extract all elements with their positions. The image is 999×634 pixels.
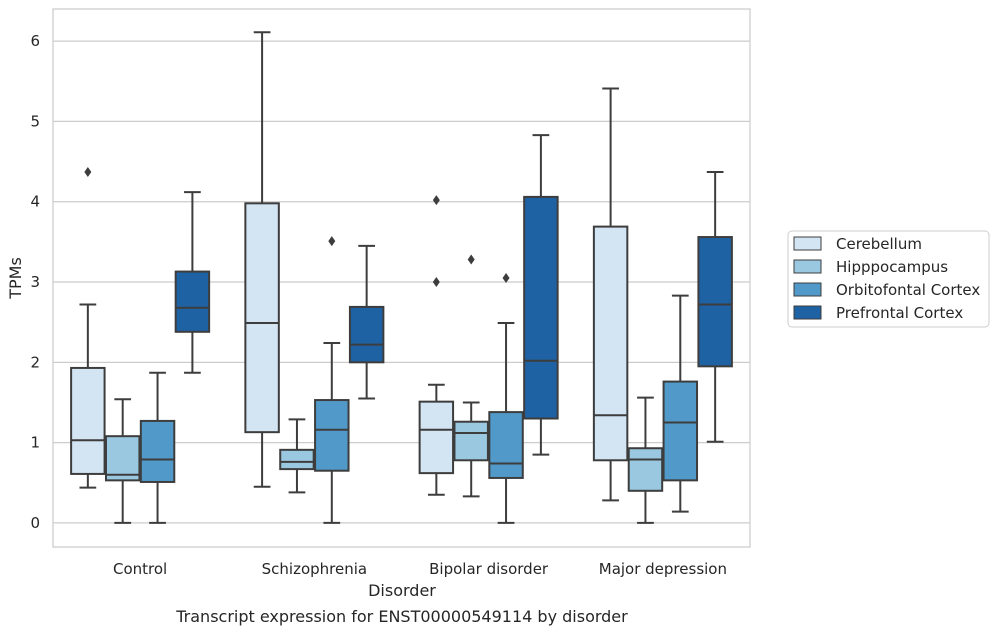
box [627,447,664,492]
box-group [244,31,280,488]
y-axis-label: TPMs [6,257,25,300]
x-tick-labels: Control Schizophrenia Bipolar disorder Majo… [113,560,727,578]
box-group [314,236,350,524]
x-tick-label: Bipolar disorder [429,560,549,578]
box [592,225,629,462]
box-group [662,294,699,513]
x-tick-label: Control [113,560,167,578]
box-group [174,191,211,374]
box-group [104,398,141,524]
box [104,435,141,482]
box-group [70,167,106,489]
box [244,202,280,434]
box [453,420,489,462]
box [418,400,455,475]
box-series [70,31,733,524]
y-tick-labels: 0 1 2 3 4 5 6 [30,32,40,532]
box-group [139,371,176,524]
legend-frame [787,230,990,328]
outlier-point [502,273,510,283]
legend-swatch [793,282,822,297]
chart-caption: Transcript expression for ENST0000054911… [175,607,628,626]
box [488,411,524,479]
box [70,366,106,475]
box-group [279,418,315,494]
box [279,448,315,471]
y-tick-label: 0 [30,514,40,532]
outlier-point [467,254,475,265]
box-group [523,134,559,456]
box-group [488,273,524,524]
y-tick-label: 1 [30,434,40,452]
x-axis-label: Disorder [368,581,436,600]
legend-label: Orbitofontal Cortex [836,281,980,299]
legend-label: Hipppocampus [836,258,948,276]
outlier-point [432,277,440,288]
legend-swatch [793,236,822,251]
y-tick-label: 5 [30,112,40,130]
box [697,236,733,368]
legend-label: Cerebellum [836,235,922,253]
y-tick-label: 4 [30,193,40,211]
outlier-point [84,167,92,178]
box-group [348,244,385,400]
y-tick-label: 6 [30,32,40,50]
legend-label: Prefrontal Cortex [836,304,963,322]
box-group [592,87,629,502]
outlier-point [432,195,440,206]
box-group [627,396,664,524]
box [139,419,176,483]
y-tick-label: 3 [30,273,40,291]
legend-swatch [793,259,822,274]
legend-swatch [793,305,822,320]
box [523,195,559,420]
plot-frame [52,8,751,548]
box-group [418,195,455,496]
box-group [697,171,733,443]
outlier-point [328,236,336,247]
y-tick-label: 2 [30,353,40,371]
legend: Cerebellum Hipppocampus Orbitofontal Corte… [787,230,990,328]
x-tick-label: Major depression [599,560,727,578]
box [314,399,350,472]
box [174,270,211,333]
box-group [453,254,489,498]
box [348,305,385,364]
x-tick-label: Schizophrenia [262,560,367,578]
box [662,380,699,482]
